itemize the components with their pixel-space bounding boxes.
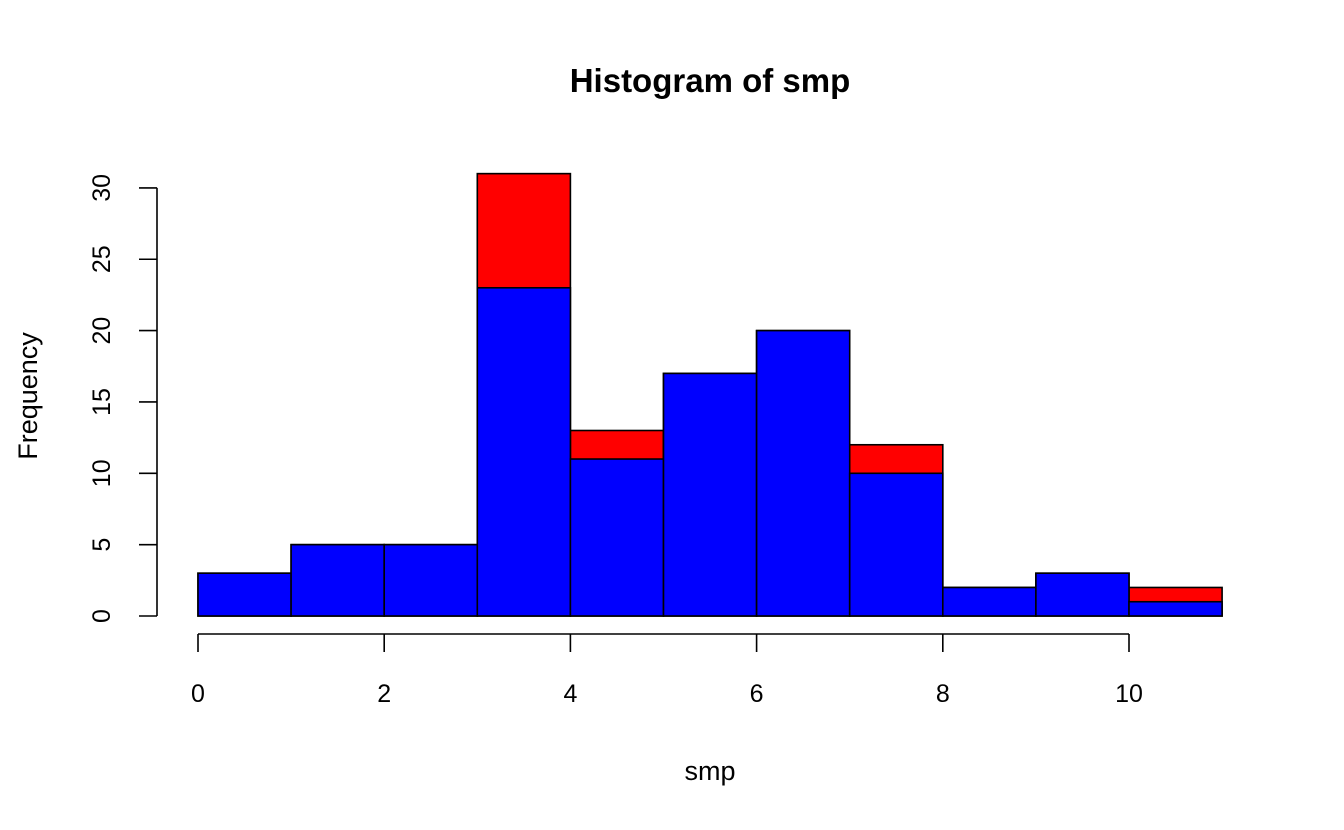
chart-title: Histogram of smp bbox=[570, 62, 851, 99]
x-tick-label-10: 10 bbox=[1115, 680, 1143, 708]
y-axis: 0 5 10 15 20 25 30 bbox=[88, 174, 158, 623]
blue-bar-1 bbox=[290, 543, 386, 617]
blue-bar-0 bbox=[197, 572, 292, 617]
x-tick-label-6: 6 bbox=[750, 680, 764, 708]
blue-bar-7 bbox=[848, 472, 944, 617]
blue-bar-5 bbox=[662, 372, 758, 617]
x-axis: 0 2 4 6 8 10 bbox=[191, 633, 1143, 708]
base-bars bbox=[197, 286, 1223, 617]
y-tick-label-15: 15 bbox=[88, 388, 116, 416]
y-tick-label-10: 10 bbox=[88, 459, 116, 487]
blue-bar-8 bbox=[941, 586, 1037, 617]
y-tick-label-25: 25 bbox=[88, 245, 116, 273]
blue-bar-9 bbox=[1035, 572, 1130, 617]
x-tick-label-8: 8 bbox=[936, 680, 950, 708]
x-tick-label-0: 0 bbox=[191, 680, 205, 708]
blue-bar-10 bbox=[1128, 600, 1223, 617]
y-tick-label-5: 5 bbox=[88, 538, 116, 552]
y-tick-label-30: 30 bbox=[88, 174, 116, 202]
x-tick-label-4: 4 bbox=[563, 680, 577, 708]
blue-bar-3 bbox=[476, 286, 572, 617]
blue-bar-4 bbox=[569, 458, 665, 617]
y-axis-label: Frequency bbox=[13, 332, 43, 460]
y-tick-label-0: 0 bbox=[88, 609, 116, 623]
y-tick-label-20: 20 bbox=[88, 317, 116, 345]
blue-bar-2 bbox=[383, 543, 479, 617]
x-tick-label-2: 2 bbox=[377, 680, 391, 708]
blue-bar-6 bbox=[755, 329, 851, 617]
x-axis-label: smp bbox=[684, 756, 735, 786]
